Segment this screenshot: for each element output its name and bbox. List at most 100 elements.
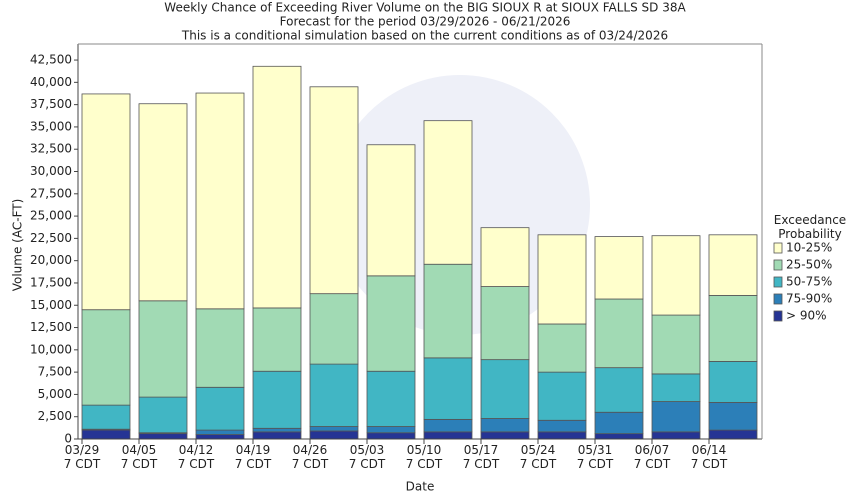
bar-segment bbox=[195, 308, 245, 388]
bar-segment bbox=[366, 426, 416, 434]
bar-segment bbox=[594, 298, 644, 369]
x-tick-label: 06/07 7 CDT bbox=[633, 443, 671, 471]
legend-label: 10-25% bbox=[786, 241, 832, 255]
x-tick-label: 06/14 7 CDT bbox=[690, 443, 728, 471]
y-tick-label: 42,500 bbox=[30, 53, 72, 67]
bar-segment bbox=[423, 357, 473, 420]
legend-swatch bbox=[773, 293, 783, 305]
bar-segment bbox=[309, 430, 359, 440]
legend-label: 25-50% bbox=[786, 258, 832, 272]
bar-segment bbox=[708, 402, 758, 431]
y-tick-label: 7,500 bbox=[38, 365, 72, 379]
bar-segment bbox=[423, 263, 473, 359]
bar-segment bbox=[366, 275, 416, 372]
legend-label: 75-90% bbox=[786, 292, 832, 306]
bar-segment bbox=[309, 363, 359, 427]
bar-segment bbox=[594, 236, 644, 300]
y-tick-label: 40,000 bbox=[30, 75, 72, 89]
bar-segment bbox=[537, 234, 587, 325]
x-tick-label: 05/17 7 CDT bbox=[462, 443, 500, 471]
bar-segment bbox=[138, 103, 188, 302]
y-tick-label: 35,000 bbox=[30, 119, 72, 133]
x-tick-label: 04/26 7 CDT bbox=[291, 443, 329, 471]
y-tick-label: 37,500 bbox=[30, 97, 72, 111]
bar-segment bbox=[81, 429, 131, 440]
legend-swatch bbox=[773, 310, 783, 322]
bar-segment bbox=[537, 431, 587, 440]
bar-segment bbox=[195, 92, 245, 310]
bar-segment bbox=[594, 433, 644, 440]
y-axis-label: Volume (AC-FT) bbox=[11, 199, 25, 292]
bar-segment bbox=[138, 433, 188, 440]
x-tick-label: 05/03 7 CDT bbox=[348, 443, 386, 471]
x-tick-label: 04/19 7 CDT bbox=[234, 443, 272, 471]
chart-title: Weekly Chance of Exceeding River Volume … bbox=[164, 1, 686, 15]
x-tick-label: 04/05 7 CDT bbox=[120, 443, 158, 471]
bar-segment bbox=[651, 235, 701, 316]
bar-segment bbox=[537, 323, 587, 373]
bar-segment bbox=[537, 419, 587, 433]
bar-segment bbox=[81, 93, 131, 311]
x-tick-label: 05/10 7 CDT bbox=[405, 443, 443, 471]
y-tick-label: 30,000 bbox=[30, 164, 72, 178]
bar-segment bbox=[480, 286, 530, 361]
legend-label: 50-75% bbox=[786, 275, 832, 289]
bar-segment bbox=[651, 431, 701, 440]
bar-segment bbox=[252, 65, 302, 309]
bar-segment bbox=[708, 295, 758, 362]
legend-swatch bbox=[773, 259, 783, 271]
y-tick-label: 27,500 bbox=[30, 186, 72, 200]
bar-segment bbox=[480, 431, 530, 440]
bar-segment bbox=[480, 227, 530, 287]
legend-swatch bbox=[773, 276, 783, 288]
y-tick-label: 22,500 bbox=[30, 231, 72, 245]
bar-segment bbox=[138, 396, 188, 434]
bar-segment bbox=[651, 314, 701, 375]
bar-segment bbox=[423, 418, 473, 433]
bar-segment bbox=[480, 359, 530, 419]
bar-segment bbox=[708, 234, 758, 296]
x-tick-label: 05/24 7 CDT bbox=[519, 443, 557, 471]
bar-segment bbox=[537, 371, 587, 421]
bar-segment bbox=[366, 432, 416, 440]
bar-segment bbox=[252, 431, 302, 440]
chart-subtitle: Forecast for the period 03/29/2026 - 06/… bbox=[280, 15, 571, 29]
y-tick-label: 0 bbox=[64, 432, 72, 446]
bar-segment bbox=[423, 120, 473, 265]
bar-segment bbox=[708, 429, 758, 440]
bar-segment bbox=[708, 361, 758, 403]
bar-segment bbox=[309, 426, 359, 432]
bar-segment bbox=[309, 86, 359, 295]
bar-segment bbox=[138, 300, 188, 398]
y-tick-label: 20,000 bbox=[30, 253, 72, 267]
legend-title: Exceedance Probability bbox=[773, 213, 847, 241]
bar-segment bbox=[366, 144, 416, 277]
bar-segment bbox=[252, 427, 302, 433]
y-tick-label: 25,000 bbox=[30, 209, 72, 223]
bar-segment bbox=[366, 370, 416, 427]
legend-label: > 90% bbox=[786, 309, 827, 323]
y-tick-label: 5,000 bbox=[38, 387, 72, 401]
bar-segment bbox=[81, 404, 131, 430]
bar-segment bbox=[309, 293, 359, 365]
bar-segment bbox=[594, 367, 644, 413]
bar-segment bbox=[195, 386, 245, 431]
legend-swatch bbox=[773, 242, 783, 254]
x-tick-label: 04/12 7 CDT bbox=[177, 443, 215, 471]
y-tick-label: 17,500 bbox=[30, 275, 72, 289]
chart-note: This is a conditional simulation based o… bbox=[181, 29, 668, 43]
x-axis-label: Date bbox=[406, 480, 435, 494]
bar-segment bbox=[252, 370, 302, 429]
x-tick-label: 03/29 7 CDT bbox=[63, 443, 101, 471]
y-tick-label: 32,500 bbox=[30, 142, 72, 156]
bar-segment bbox=[195, 434, 245, 440]
x-tick-label: 05/31 7 CDT bbox=[576, 443, 614, 471]
bar-segment bbox=[594, 411, 644, 435]
bar-segment bbox=[423, 431, 473, 440]
y-tick-label: 2,500 bbox=[38, 409, 72, 423]
y-tick-label: 15,000 bbox=[30, 298, 72, 312]
bar-segment bbox=[195, 429, 245, 435]
bar-segment bbox=[252, 307, 302, 372]
